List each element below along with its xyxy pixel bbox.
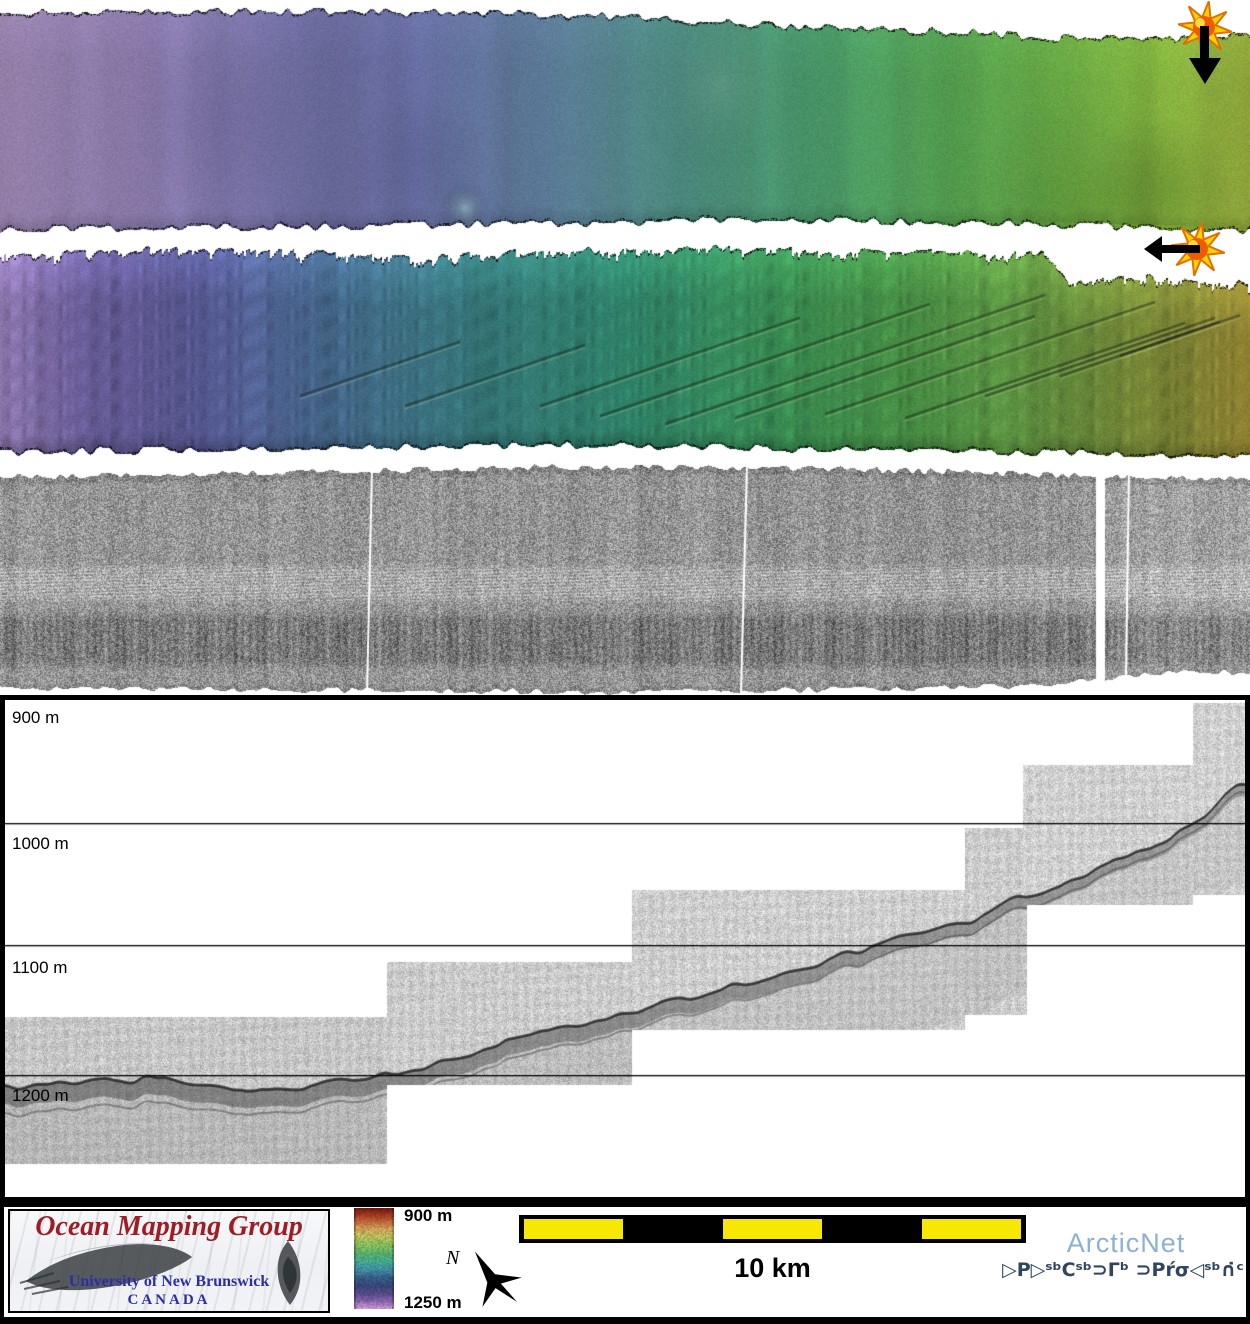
scale-bar-segment <box>623 1219 722 1239</box>
omg-university: University of New Brunswick <box>68 1273 270 1290</box>
north-label: N <box>445 1247 461 1269</box>
depth-label-900: 900 m <box>12 708 60 727</box>
depth-label-1000: 1000 m <box>12 834 69 853</box>
scale-bar-label: 10 km <box>734 1253 811 1283</box>
colorbar-top-label: 900 m <box>404 1206 453 1225</box>
subbottom-profile-panel: 900 m 1000 m 1100 m 1200 m <box>0 695 1250 1202</box>
sun-illumination-down-icon <box>1177 0 1233 84</box>
arrow-shaft <box>1162 245 1200 253</box>
fish-silhouette-left-icon <box>19 1243 192 1295</box>
subbottom-profile-image <box>5 700 1245 1197</box>
omg-logo: Ocean Mapping Group University of New Br… <box>8 1209 330 1313</box>
arcticnet-inuktitut-text: ▷P▷ˢᵇCˢᵇ⊃Γᵇ ⊃Pŕσ◁ˢᵇ∩̇ᶜ <box>1002 1259 1244 1281</box>
colorbar-bottom-label: 1250 m <box>404 1293 462 1312</box>
scale-bar-segment <box>822 1219 921 1239</box>
depth-label-1100: 1100 m <box>12 958 68 977</box>
bathymetry-strip-side-sun <box>0 236 1250 462</box>
north-arrow-compass: N <box>445 1247 522 1307</box>
sidescan-sonar-strip <box>0 462 1250 695</box>
left-arrow-icon <box>1144 236 1162 262</box>
fish-silhouette-right-icon <box>277 1241 301 1305</box>
sun-illumination-left-icon <box>1144 221 1226 277</box>
omg-country: CANADA <box>127 1292 211 1308</box>
down-arrow-icon <box>1189 58 1221 84</box>
omg-title: Ocean Mapping Group <box>35 1211 303 1242</box>
scale-bar-segment <box>524 1219 624 1239</box>
scale-bar-segment <box>921 1219 1022 1239</box>
bathymetry-strip-overhead-sun <box>0 0 1250 236</box>
scale-bar-segment <box>722 1219 823 1239</box>
depth-colorbar <box>354 1208 394 1309</box>
arrow-shaft <box>1200 26 1209 60</box>
legend-bar: Ocean Mapping Group University of New Br… <box>0 1202 1250 1324</box>
arcticnet-logo-text: ArcticNet <box>1066 1228 1186 1258</box>
depth-label-1200: 1200 m <box>12 1086 69 1105</box>
scale-bar <box>519 1215 1026 1243</box>
